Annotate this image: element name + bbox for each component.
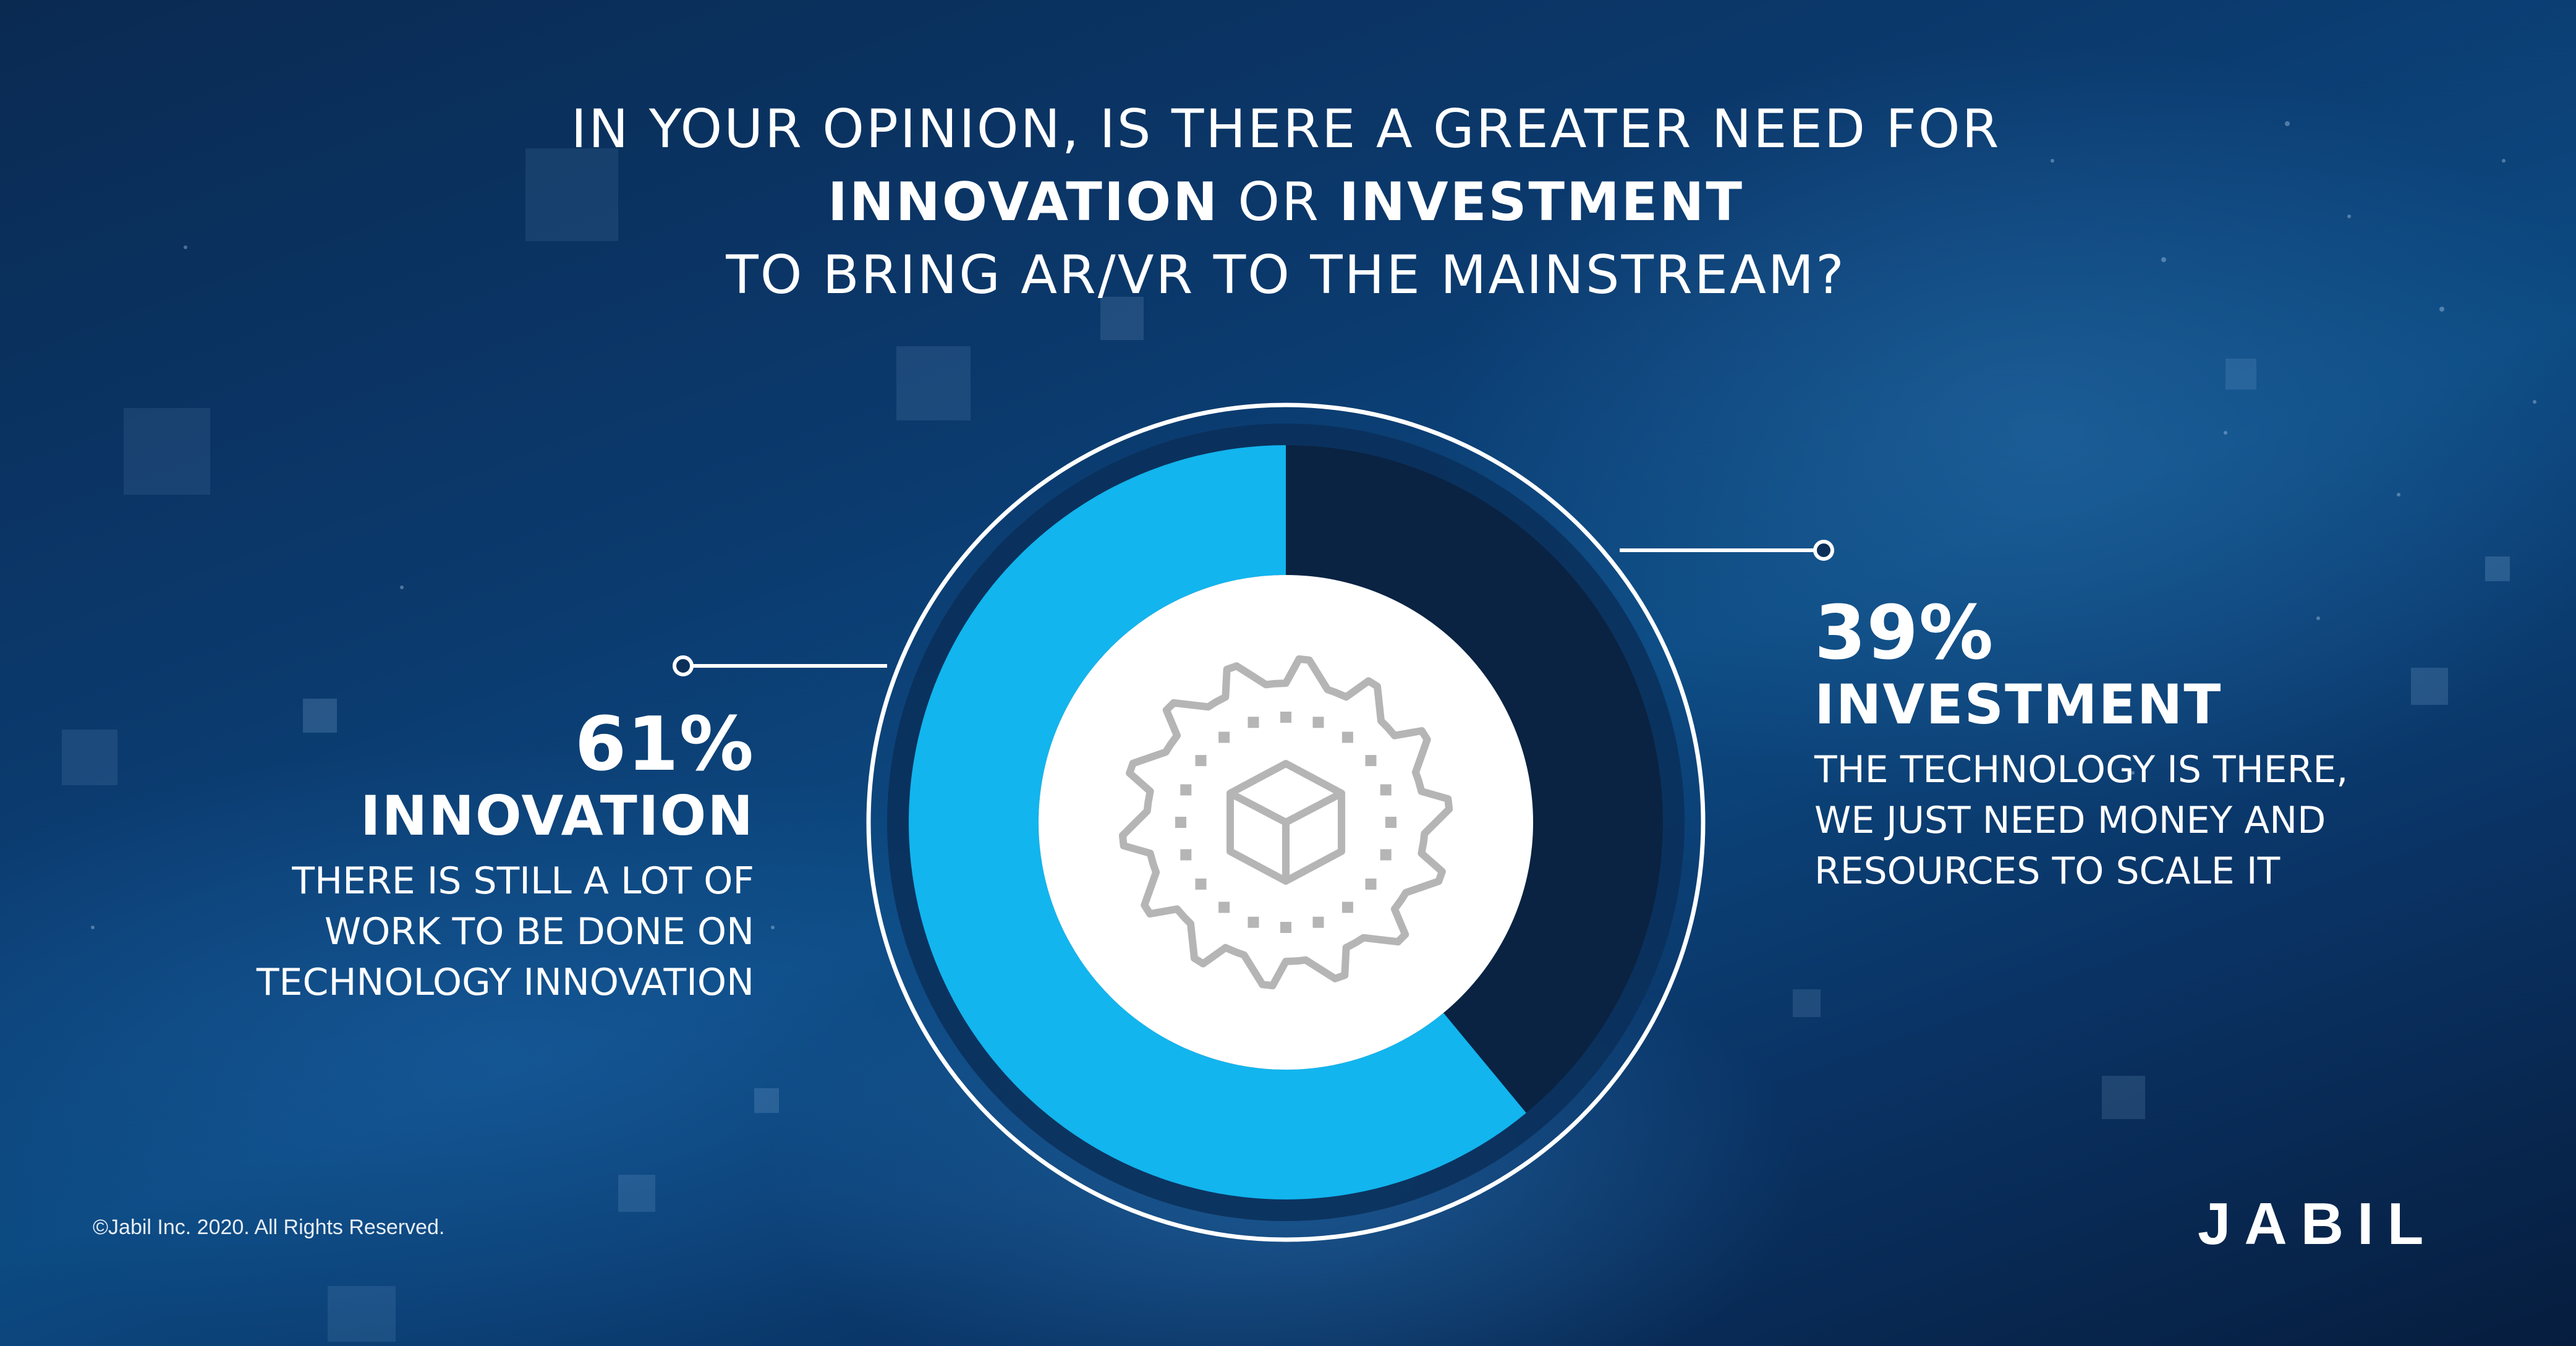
investment-description: THE TECHNOLOGY IS THERE, WE JUST NEED MO…	[1814, 744, 2371, 897]
callout-investment: 39% INVESTMENT THE TECHNOLOGY IS THERE, …	[1814, 594, 2371, 897]
jabil-logo: JABIL	[2198, 1191, 2438, 1257]
gear-cube-icon	[1118, 655, 1453, 990]
innovation-label: INNOVATION	[360, 784, 754, 848]
innovation-percent: 61%	[574, 702, 754, 788]
page-title: IN YOUR OPINION, IS THERE A GREATER NEED…	[433, 93, 2139, 312]
title-line-2: INNOVATION OR INVESTMENT	[433, 166, 2139, 239]
donut-outer-ring	[866, 403, 1706, 1242]
title-or: OR	[1238, 171, 1320, 233]
callout-innovation: 61% INNOVATION THERE IS STILL A LOT OF W…	[235, 705, 754, 1008]
title-innovation: INNOVATION	[827, 171, 1220, 233]
leader-dot-investment	[1813, 540, 1834, 561]
copyright-notice: ©Jabil Inc. 2020. All Rights Reserved.	[93, 1216, 445, 1239]
innovation-desc-line-2: WORK TO BE DONE ON	[324, 910, 754, 953]
innovation-description: THERE IS STILL A LOT OF WORK TO BE DONE …	[235, 856, 754, 1008]
innovation-desc-line-3: TECHNOLOGY INNOVATION	[256, 961, 754, 1004]
title-line-1: IN YOUR OPINION, IS THERE A GREATER NEED…	[571, 98, 2001, 160]
title-line-3: TO BRING AR/VR TO THE MAINSTREAM?	[726, 244, 1846, 306]
investment-desc-line-3: RESOURCES TO SCALE IT	[1814, 850, 2281, 893]
donut-slice-investment	[1286, 445, 1663, 1114]
investment-label: INVESTMENT	[1814, 673, 2222, 736]
innovation-desc-line-1: THERE IS STILL A LOT OF	[292, 859, 754, 903]
title-investment: INVESTMENT	[1339, 171, 1745, 233]
investment-desc-line-2: WE JUST NEED MONEY AND	[1814, 799, 2326, 842]
donut-slice-innovation	[909, 445, 1526, 1199]
leader-dot-innovation	[673, 655, 694, 676]
investment-desc-line-1: THE TECHNOLOGY IS THERE,	[1814, 748, 2349, 791]
investment-percent: 39%	[1814, 590, 1994, 676]
